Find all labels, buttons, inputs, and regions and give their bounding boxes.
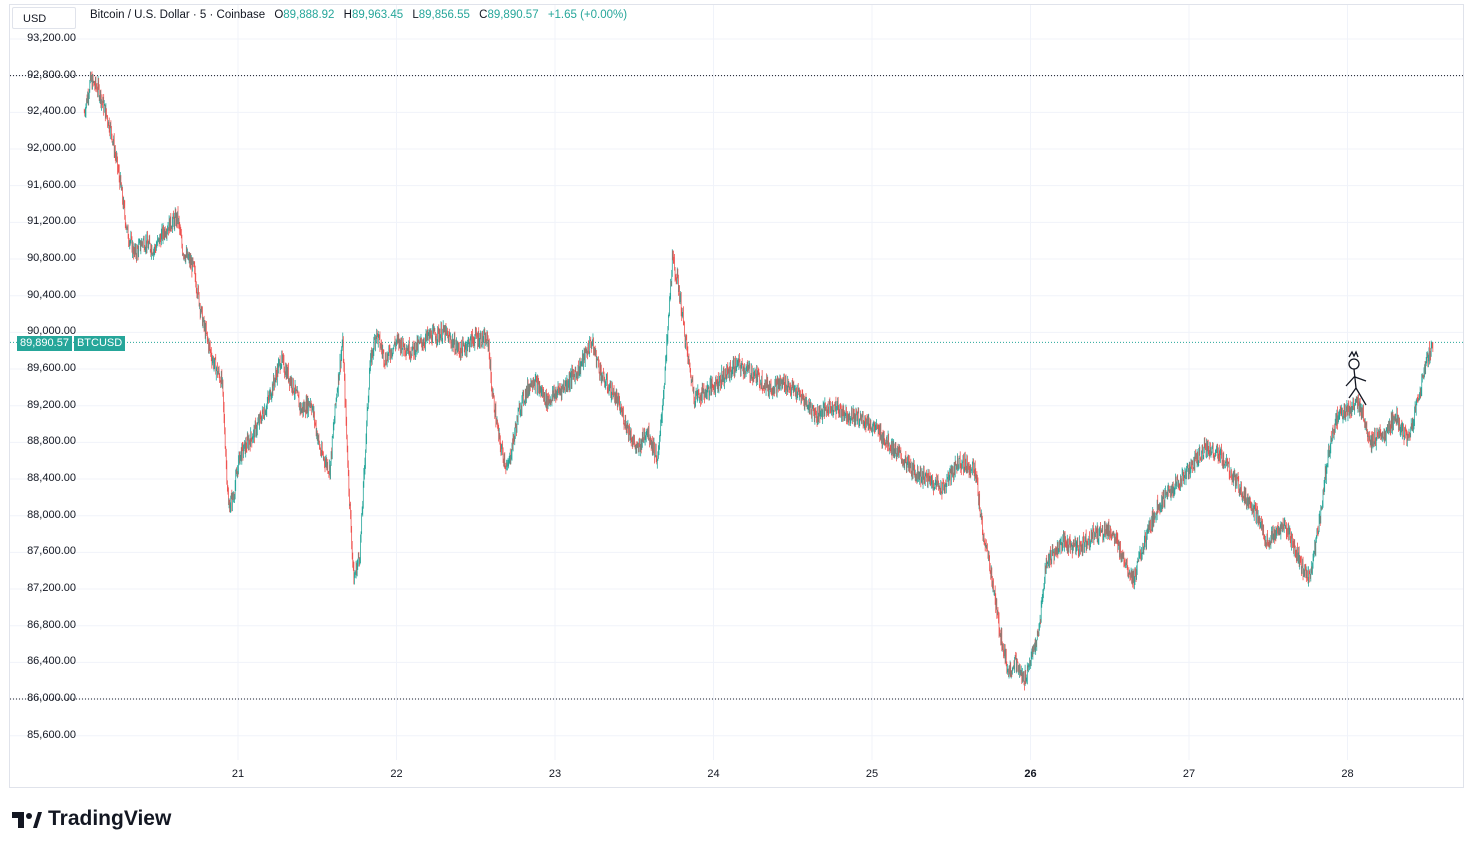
y-tick-label: 88,400.00 [27, 472, 76, 485]
last-price-tag: 89,890.57 BTCUSD [17, 336, 127, 351]
last-price-ticker: BTCUSD [73, 336, 126, 351]
chart-frame [9, 4, 1464, 788]
y-tick-label: 85,600.00 [27, 728, 76, 741]
y-tick-label: 87,200.00 [27, 582, 76, 595]
y-tick-label: 86,800.00 [27, 618, 76, 631]
high-label: H [343, 9, 352, 21]
close-value: 89,890.57 [487, 9, 539, 21]
y-tick-label: 86,400.00 [27, 655, 76, 668]
low-label: L [412, 9, 419, 21]
x-tick-label: 27 [1182, 768, 1196, 780]
x-tick-label: 26 [1024, 768, 1037, 780]
y-tick-label: 88,800.00 [27, 435, 76, 448]
y-tick-label: 89,200.00 [27, 398, 76, 411]
y-tick-label: 87,600.00 [27, 545, 76, 558]
y-tick-label: 90,800.00 [27, 252, 76, 265]
high-value: 89,963.45 [351, 9, 404, 21]
y-tick-label: 90,400.00 [27, 288, 76, 301]
y-tick-label: 91,200.00 [27, 215, 76, 228]
symbol-legend: Bitcoin / U.S. Dollar · 5 · Coinbase O89… [90, 9, 627, 21]
y-tick-label: 92,400.00 [27, 105, 76, 118]
x-tick-label: 21 [231, 768, 245, 780]
change-value: +1.65 (+0.00%) [547, 9, 628, 21]
y-tick-label: 90,000.00 [27, 325, 76, 338]
x-tick-label: 28 [1341, 768, 1354, 780]
currency-label: USD [23, 13, 47, 25]
tradingview-logo[interactable]: TradingView [12, 807, 171, 831]
y-tick-label: 89,600.00 [27, 362, 76, 375]
currency-selector[interactable]: USD [12, 7, 76, 29]
close-label: C [479, 9, 488, 21]
y-tick-label: 93,200.00 [27, 32, 76, 44]
open-value: 89,888.92 [283, 9, 335, 21]
tradingview-logo-icon [12, 812, 42, 828]
low-value: 89,856.55 [418, 9, 470, 21]
y-tick-label: 88,000.00 [27, 508, 76, 521]
y-tick-label: 92,800.00 [27, 68, 76, 81]
stick-figure-drawing [1345, 350, 1367, 406]
y-tick-label: 86,000.00 [27, 692, 76, 705]
y-tick-label: 92,000.00 [27, 142, 76, 154]
last-price-value: 89,890.57 [17, 336, 72, 351]
x-tick-label: 22 [390, 768, 403, 780]
brand-name: TradingView [48, 807, 172, 830]
open-label: O [274, 9, 284, 21]
x-tick-label: 25 [865, 768, 879, 780]
symbol-title[interactable]: Bitcoin / U.S. Dollar · 5 · Coinbase [90, 9, 266, 21]
y-tick-label: 91,600.00 [27, 178, 76, 191]
x-tick-label: 24 [707, 768, 720, 780]
x-tick-label: 23 [548, 768, 562, 780]
